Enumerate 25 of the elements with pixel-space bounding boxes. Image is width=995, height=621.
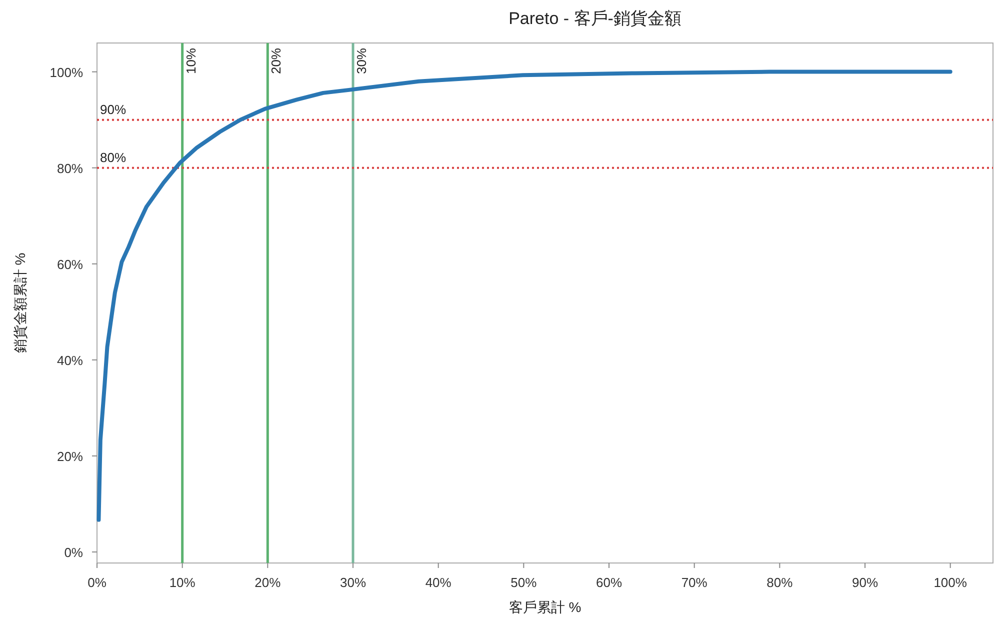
chart-title: Pareto - 客戶-銷貨金額 xyxy=(508,9,682,28)
ref-line-label: 90% xyxy=(100,102,126,117)
y-tick-label: 60% xyxy=(56,256,84,272)
x-tick-label: 30% xyxy=(340,575,366,590)
x-tick-label: 90% xyxy=(852,575,878,590)
x-tick-label: 60% xyxy=(596,575,622,590)
x-axis-title: 客戶累計 % xyxy=(508,599,582,615)
ref-line-label: 30% xyxy=(354,48,369,74)
ref-line-label: 80% xyxy=(100,150,126,165)
x-tick-label: 40% xyxy=(425,575,452,590)
x-tick-label: 20% xyxy=(254,575,282,590)
y-tick-label: 40% xyxy=(56,352,84,368)
x-tick-label: 0% xyxy=(88,575,107,590)
y-tick-label: 100% xyxy=(50,64,84,80)
y-tick-label: 0% xyxy=(64,544,84,560)
y-axis-title: 銷貨金額累計 % xyxy=(12,252,28,354)
y-tick-label: 80% xyxy=(56,160,84,176)
y-tick-label: 20% xyxy=(56,448,84,464)
x-tick-label: 50% xyxy=(510,575,538,590)
x-tick-label: 100% xyxy=(934,575,968,590)
x-tick-label: 70% xyxy=(681,575,708,590)
ref-line-label: 20% xyxy=(268,48,284,74)
ref-line-label: 10% xyxy=(183,48,198,74)
x-tick-label: 10% xyxy=(169,575,196,590)
x-tick-label: 80% xyxy=(766,575,794,590)
